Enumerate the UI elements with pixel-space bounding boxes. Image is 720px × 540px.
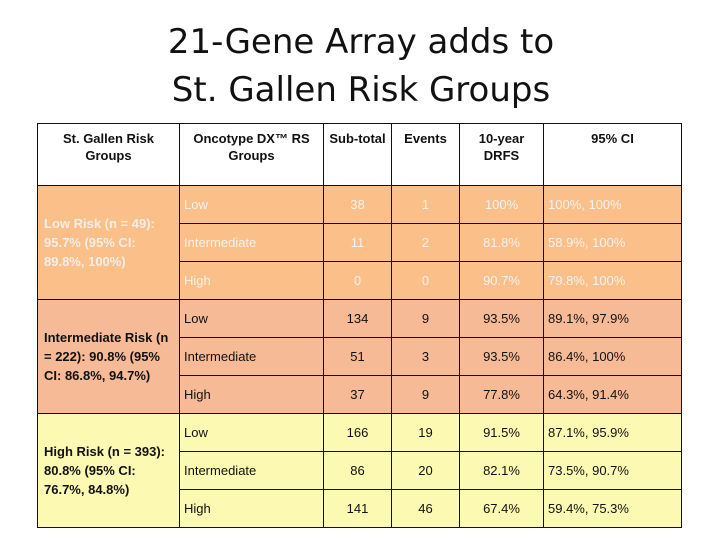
rs-cell: Low — [179, 185, 324, 224]
ci-cell: 100%, 100% — [543, 185, 682, 224]
risk-table: St. Gallen Risk Groups Oncotype DX™ RS G… — [37, 123, 682, 528]
header-drfs: 10-year DRFS — [459, 123, 544, 186]
subtotal-cell: 11 — [323, 223, 392, 262]
drfs-cell: 91.5% — [459, 413, 544, 452]
ci-cell: 89.1%, 97.9% — [543, 299, 682, 338]
events-cell: 9 — [391, 299, 460, 338]
header-row: St. Gallen Risk Groups Oncotype DX™ RS G… — [37, 123, 682, 186]
table-row: Intermediate 11 2 81.8% 58.9%, 100% — [38, 223, 682, 262]
rs-cell: High — [179, 375, 324, 414]
events-cell: 0 — [391, 261, 460, 300]
ci-cell: 73.5%, 90.7% — [543, 451, 682, 490]
drfs-cell: 81.8% — [459, 223, 544, 262]
drfs-cell: 67.4% — [459, 489, 544, 528]
header-ci: 95% CI — [543, 123, 682, 186]
header-events: Events — [391, 123, 460, 186]
ci-cell: 86.4%, 100% — [543, 337, 682, 376]
rs-cell: High — [179, 261, 324, 300]
ci-cell: 79.8%, 100% — [543, 261, 682, 300]
rs-cell: Low — [179, 413, 324, 452]
ci-cell: 87.1%, 95.9% — [543, 413, 682, 452]
events-cell: 46 — [391, 489, 460, 528]
rs-cell: High — [179, 489, 324, 528]
rs-cell: Low — [179, 299, 324, 338]
subtotal-cell: 0 — [323, 261, 392, 300]
drfs-cell: 82.1% — [459, 451, 544, 490]
group-label-intermediate: Intermediate Risk (n = 222): 90.8% (95% … — [37, 299, 180, 414]
slide-title: 21-Gene Array adds to St. Gallen Risk Gr… — [0, 18, 720, 114]
table-row: Low Risk (n = 49): 95.7% (95% CI: 89.8%,… — [37, 185, 682, 300]
title-line-2: St. Gallen Risk Groups — [171, 70, 551, 110]
rs-cell: Intermediate — [179, 337, 324, 376]
table-row: Intermediate Risk (n = 222): 90.8% (95% … — [37, 299, 682, 414]
events-cell: 1 — [391, 185, 460, 224]
subtotal-cell: 51 — [323, 337, 392, 376]
header-subtotal: Sub-total — [323, 123, 392, 186]
table-row: High 0 0 90.7% 79.8%, 100% — [38, 261, 682, 300]
table-row: Intermediate 51 3 93.5% 86.4%, 100% — [38, 337, 682, 376]
events-cell: 19 — [391, 413, 460, 452]
drfs-cell: 100% — [459, 185, 544, 224]
drfs-cell: 93.5% — [459, 299, 544, 338]
events-cell: 20 — [391, 451, 460, 490]
subtotal-cell: 134 — [323, 299, 392, 338]
subtotal-cell: 166 — [323, 413, 392, 452]
ci-cell: 64.3%, 91.4% — [543, 375, 682, 414]
subtotal-cell: 141 — [323, 489, 392, 528]
events-cell: 3 — [391, 337, 460, 376]
events-cell: 9 — [391, 375, 460, 414]
group-label-high: High Risk (n = 393): 80.8% (95% CI: 76.7… — [37, 413, 180, 528]
rs-cell: Intermediate — [179, 451, 324, 490]
rs-cell: Intermediate — [179, 223, 324, 262]
group-label-low: Low Risk (n = 49): 95.7% (95% CI: 89.8%,… — [37, 185, 180, 300]
subtotal-cell: 37 — [323, 375, 392, 414]
table-row: High 37 9 77.8% 64.3%, 91.4% — [38, 375, 682, 414]
drfs-cell: 77.8% — [459, 375, 544, 414]
header-st-gallen: St. Gallen Risk Groups — [37, 123, 180, 186]
table-row: High 141 46 67.4% 59.4%, 75.3% — [38, 489, 682, 528]
ci-cell: 58.9%, 100% — [543, 223, 682, 262]
ci-cell: 59.4%, 75.3% — [543, 489, 682, 528]
table-row: High Risk (n = 393): 80.8% (95% CI: 76.7… — [37, 413, 682, 528]
subtotal-cell: 86 — [323, 451, 392, 490]
events-cell: 2 — [391, 223, 460, 262]
header-oncotype: Oncotype DX™ RS Groups — [179, 123, 324, 186]
title-line-1: 21-Gene Array adds to — [167, 22, 555, 62]
subtotal-cell: 38 — [323, 185, 392, 224]
drfs-cell: 93.5% — [459, 337, 544, 376]
drfs-cell: 90.7% — [459, 261, 544, 300]
